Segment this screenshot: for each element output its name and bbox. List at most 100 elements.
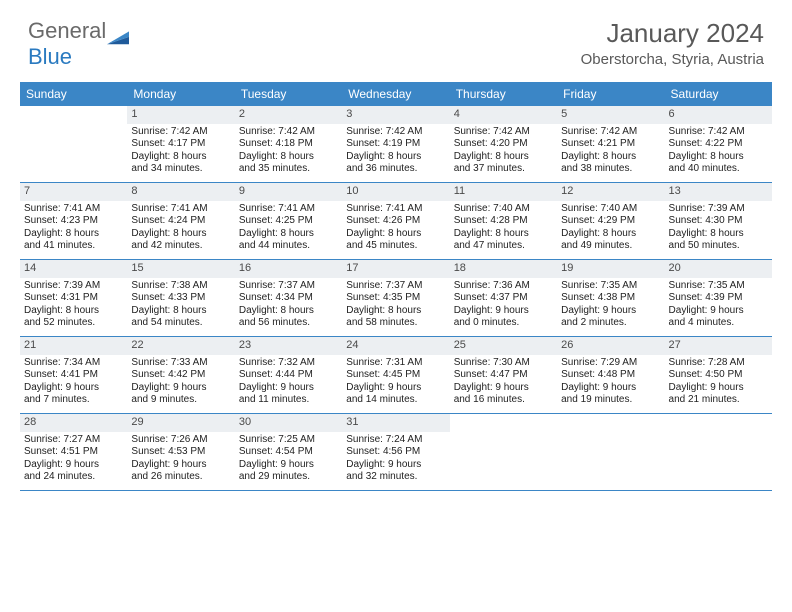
cell-body: Sunrise: 7:39 AMSunset: 4:31 PMDaylight:… xyxy=(20,280,127,330)
daylight-text-1: Daylight: 9 hours xyxy=(346,459,445,472)
cell-body: Sunrise: 7:31 AMSunset: 4:45 PMDaylight:… xyxy=(342,357,449,407)
daylight-text-1: Daylight: 9 hours xyxy=(561,382,660,395)
cell-body: Sunrise: 7:35 AMSunset: 4:38 PMDaylight:… xyxy=(557,280,664,330)
cell-body: Sunrise: 7:42 AMSunset: 4:21 PMDaylight:… xyxy=(557,126,664,176)
daylight-text-2: and 56 minutes. xyxy=(239,317,338,330)
cell-body: Sunrise: 7:42 AMSunset: 4:22 PMDaylight:… xyxy=(665,126,772,176)
sunrise-text: Sunrise: 7:36 AM xyxy=(454,280,553,293)
day-number: 17 xyxy=(342,260,449,278)
daylight-text-2: and 34 minutes. xyxy=(131,163,230,176)
sunrise-text: Sunrise: 7:30 AM xyxy=(454,357,553,370)
cell-body: Sunrise: 7:37 AMSunset: 4:35 PMDaylight:… xyxy=(342,280,449,330)
day-header-mon: Monday xyxy=(127,82,234,106)
sunset-text: Sunset: 4:51 PM xyxy=(24,446,123,459)
calendar-cell: 13Sunrise: 7:39 AMSunset: 4:30 PMDayligh… xyxy=(665,183,772,259)
calendar-cell: 3Sunrise: 7:42 AMSunset: 4:19 PMDaylight… xyxy=(342,106,449,182)
logo: General Blue xyxy=(28,18,129,70)
daylight-text-1: Daylight: 9 hours xyxy=(346,382,445,395)
page-header: General Blue January 2024 Oberstorcha, S… xyxy=(0,0,792,76)
calendar-cell: 20Sunrise: 7:35 AMSunset: 4:39 PMDayligh… xyxy=(665,260,772,336)
sunset-text: Sunset: 4:34 PM xyxy=(239,292,338,305)
cell-body: Sunrise: 7:42 AMSunset: 4:18 PMDaylight:… xyxy=(235,126,342,176)
calendar-cell: . xyxy=(20,106,127,182)
cell-body: Sunrise: 7:24 AMSunset: 4:56 PMDaylight:… xyxy=(342,434,449,484)
calendar-cell: 4Sunrise: 7:42 AMSunset: 4:20 PMDaylight… xyxy=(450,106,557,182)
daylight-text-2: and 14 minutes. xyxy=(346,394,445,407)
daylight-text-2: and 11 minutes. xyxy=(239,394,338,407)
day-number: 11 xyxy=(450,183,557,201)
sunrise-text: Sunrise: 7:41 AM xyxy=(24,203,123,216)
cell-body: Sunrise: 7:35 AMSunset: 4:39 PMDaylight:… xyxy=(665,280,772,330)
daylight-text-1: Daylight: 9 hours xyxy=(561,305,660,318)
daylight-text-2: and 42 minutes. xyxy=(131,240,230,253)
day-number: 22 xyxy=(127,337,234,355)
calendar-cell: 10 Sunrise: 7:41 AMSunset: 4:26 PMDayligh… xyxy=(342,183,449,259)
sunrise-text: Sunrise: 7:42 AM xyxy=(346,126,445,139)
daylight-text-1: Daylight: 9 hours xyxy=(239,459,338,472)
day-header-sun: Sunday xyxy=(20,82,127,106)
sunset-text: Sunset: 4:29 PM xyxy=(561,215,660,228)
calendar-cell: 12Sunrise: 7:40 AMSunset: 4:29 PMDayligh… xyxy=(557,183,664,259)
sunrise-text: Sunrise: 7:41 AM xyxy=(346,203,445,216)
day-number: 12 xyxy=(557,183,664,201)
sunrise-text: Sunrise: 7:35 AM xyxy=(561,280,660,293)
calendar: Sunday Monday Tuesday Wednesday Thursday… xyxy=(20,82,772,491)
cell-body: Sunrise: 7:41 AMSunset: 4:25 PMDaylight:… xyxy=(235,203,342,253)
calendar-cell: 9 Sunrise: 7:41 AMSunset: 4:25 PMDaylight… xyxy=(235,183,342,259)
day-number: 28 xyxy=(20,414,127,432)
cell-body: Sunrise: 7:32 AMSunset: 4:44 PMDaylight:… xyxy=(235,357,342,407)
cell-body: Sunrise: 7:38 AMSunset: 4:33 PMDaylight:… xyxy=(127,280,234,330)
cell-body: Sunrise: 7:41 AMSunset: 4:26 PMDaylight:… xyxy=(342,203,449,253)
day-number: 9 xyxy=(235,183,342,201)
daylight-text-1: Daylight: 8 hours xyxy=(24,305,123,318)
day-number: 14 xyxy=(20,260,127,278)
day-header-tue: Tuesday xyxy=(235,82,342,106)
daylight-text-2: and 4 minutes. xyxy=(669,317,768,330)
location: Oberstorcha, Styria, Austria xyxy=(581,51,764,68)
cell-body: Sunrise: 7:41 AMSunset: 4:23 PMDaylight:… xyxy=(20,203,127,253)
daylight-text-2: and 40 minutes. xyxy=(669,163,768,176)
daylight-text-2: and 21 minutes. xyxy=(669,394,768,407)
calendar-cell: 5Sunrise: 7:42 AMSunset: 4:21 PMDaylight… xyxy=(557,106,664,182)
day-header-sat: Saturday xyxy=(665,82,772,106)
sunrise-text: Sunrise: 7:42 AM xyxy=(669,126,768,139)
daylight-text-2: and 29 minutes. xyxy=(239,471,338,484)
day-number: 30 xyxy=(235,414,342,432)
day-number: 15 xyxy=(127,260,234,278)
calendar-cell: 29Sunrise: 7:26 AMSunset: 4:53 PMDayligh… xyxy=(127,414,234,490)
sunset-text: Sunset: 4:24 PM xyxy=(131,215,230,228)
calendar-cell: 26Sunrise: 7:29 AMSunset: 4:48 PMDayligh… xyxy=(557,337,664,413)
sunset-text: Sunset: 4:54 PM xyxy=(239,446,338,459)
daylight-text-1: Daylight: 8 hours xyxy=(669,151,768,164)
calendar-cell: 17 Sunrise: 7:37 AMSunset: 4:35 PMDayligh… xyxy=(342,260,449,336)
day-number: 10 xyxy=(342,183,449,201)
calendar-cell: 30 Sunrise: 7:25 AMSunset: 4:54 PMDayligh… xyxy=(235,414,342,490)
calendar-cell: 31Sunrise: 7:24 AMSunset: 4:56 PMDayligh… xyxy=(342,414,449,490)
sunset-text: Sunset: 4:21 PM xyxy=(561,138,660,151)
calendar-cell: 21Sunrise: 7:34 AMSunset: 4:41 PMDayligh… xyxy=(20,337,127,413)
logo-flag-icon xyxy=(107,27,129,45)
day-number: 26 xyxy=(557,337,664,355)
sunset-text: Sunset: 4:37 PM xyxy=(454,292,553,305)
calendar-cell: 27Sunrise: 7:28 AMSunset: 4:50 PMDayligh… xyxy=(665,337,772,413)
calendar-cell: 6Sunrise: 7:42 AMSunset: 4:22 PMDaylight… xyxy=(665,106,772,182)
cell-body: Sunrise: 7:25 AMSunset: 4:54 PMDaylight:… xyxy=(235,434,342,484)
sunrise-text: Sunrise: 7:25 AM xyxy=(239,434,338,447)
logo-text-blue: Blue xyxy=(28,44,72,69)
daylight-text-2: and 49 minutes. xyxy=(561,240,660,253)
daylight-text-1: Daylight: 8 hours xyxy=(131,305,230,318)
calendar-cell: 1Sunrise: 7:42 AMSunset: 4:17 PMDaylight… xyxy=(127,106,234,182)
sunset-text: Sunset: 4:47 PM xyxy=(454,369,553,382)
day-number: 25 xyxy=(450,337,557,355)
day-number: 4 xyxy=(450,106,557,124)
day-number: 27 xyxy=(665,337,772,355)
calendar-cell: 7Sunrise: 7:41 AMSunset: 4:23 PMDaylight… xyxy=(20,183,127,259)
daylight-text-1: Daylight: 9 hours xyxy=(669,305,768,318)
cell-body: Sunrise: 7:41 AMSunset: 4:24 PMDaylight:… xyxy=(127,203,234,253)
sunrise-text: Sunrise: 7:27 AM xyxy=(24,434,123,447)
sunset-text: Sunset: 4:39 PM xyxy=(669,292,768,305)
calendar-cell: . xyxy=(665,414,772,490)
sunrise-text: Sunrise: 7:37 AM xyxy=(239,280,338,293)
sunrise-text: Sunrise: 7:26 AM xyxy=(131,434,230,447)
week-row: 21Sunrise: 7:34 AMSunset: 4:41 PMDayligh… xyxy=(20,337,772,414)
